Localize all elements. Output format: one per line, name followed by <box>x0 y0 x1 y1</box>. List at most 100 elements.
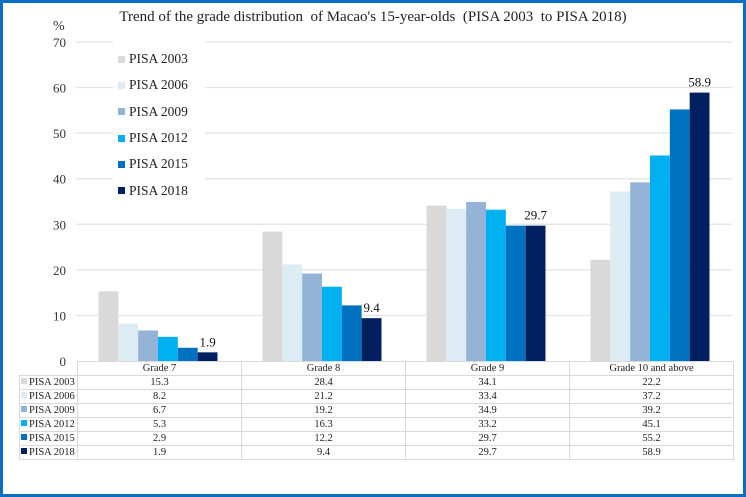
legend-swatch-icon <box>118 187 125 195</box>
legend-swatch-icon <box>118 160 125 168</box>
row-label: PISA 2006 <box>29 391 75 402</box>
bar <box>525 225 546 361</box>
bar <box>466 201 486 361</box>
data-table-cell: 33.2 <box>405 417 570 432</box>
data-table-column-header: Grade 7 <box>77 361 242 376</box>
data-table-cell: 39.2 <box>569 403 734 418</box>
legend-label: PISA 2006 <box>129 77 188 93</box>
row-swatch-icon <box>21 448 27 454</box>
data-table-cell: 58.9 <box>569 445 734 460</box>
legend-item: PISA 2015 <box>118 151 188 177</box>
data-table-row-header: PISA 2003 <box>19 375 78 390</box>
data-label: 58.9 <box>688 75 711 90</box>
data-table-cell: 34.1 <box>405 375 570 390</box>
bar <box>669 109 690 362</box>
data-table-cell: 37.2 <box>569 389 734 404</box>
chart-title: Trend of the grade distribution of Macao… <box>0 9 746 26</box>
data-table-row: PISA 2015 2.9 12.2 29.7 55.2 <box>19 431 734 446</box>
data-table-row: PISA 2009 6.7 19.2 34.9 39.2 <box>19 403 734 418</box>
legend-swatch-icon <box>118 81 125 89</box>
data-table: Grade 7 Grade 8 Grade 9 Grade 10 and above … <box>19 361 734 460</box>
bar <box>590 259 611 361</box>
legend-item: PISA 2003 <box>118 46 188 72</box>
data-table-cell: 19.2 <box>241 403 406 418</box>
y-tick-label: 50 <box>53 126 66 141</box>
bar <box>341 305 362 361</box>
data-table-column-header: Grade 10 and above <box>569 361 734 376</box>
bar <box>426 205 447 361</box>
legend-label: PISA 2012 <box>129 130 188 146</box>
data-table-cell: 12.2 <box>241 431 406 446</box>
row-label: PISA 2012 <box>29 419 75 430</box>
data-table-cell: 21.2 <box>241 389 406 404</box>
legend-item: PISA 2012 <box>118 125 188 151</box>
data-table-row-header: PISA 2012 <box>19 417 78 432</box>
data-labels: 1.9 9.4 29.7 58.9 <box>199 75 711 350</box>
data-table-cell: 5.3 <box>77 417 242 432</box>
data-table-cell: 8.2 <box>77 389 242 404</box>
bar <box>282 264 303 361</box>
bar <box>322 286 342 361</box>
bar <box>630 182 650 361</box>
bar <box>610 191 631 361</box>
row-swatch-icon <box>21 378 27 384</box>
bar <box>505 225 526 361</box>
data-label: 29.7 <box>524 208 547 223</box>
data-table-cell: 2.9 <box>77 431 242 446</box>
row-swatch-icon <box>21 392 27 398</box>
data-table-row: PISA 2006 8.2 21.2 33.4 37.2 <box>19 389 734 404</box>
bar <box>361 318 382 361</box>
y-tick-label: 10 <box>53 308 66 323</box>
legend-swatch-icon <box>118 55 125 63</box>
legend-item: PISA 2006 <box>118 72 188 98</box>
bar <box>138 330 158 361</box>
data-table-cell: 34.9 <box>405 403 570 418</box>
bar <box>650 155 670 361</box>
data-table-cell: 55.2 <box>569 431 734 446</box>
data-table-cell: 45.1 <box>569 417 734 432</box>
legend-swatch-icon <box>118 108 125 116</box>
row-swatch-icon <box>21 406 27 412</box>
data-table-cell: 1.9 <box>77 445 242 460</box>
legend-item: PISA 2018 <box>118 177 188 203</box>
chart-title-text: Trend of the grade distribution of Macao… <box>119 9 627 25</box>
row-swatch-icon <box>21 420 27 426</box>
bar <box>689 92 710 361</box>
data-table-cell: 29.7 <box>405 431 570 446</box>
data-table-row-header: PISA 2006 <box>19 389 78 404</box>
legend-item: PISA 2009 <box>118 99 188 125</box>
row-label: PISA 2003 <box>29 377 75 388</box>
data-table-header: Grade 7 Grade 8 Grade 9 Grade 10 and above <box>19 361 734 376</box>
legend-label: PISA 2015 <box>129 156 188 172</box>
bar <box>262 231 283 361</box>
row-label: PISA 2009 <box>29 405 75 416</box>
bar <box>302 273 322 361</box>
bar <box>118 323 139 361</box>
data-table-row: PISA 2018 1.9 9.4 29.7 58.9 <box>19 445 734 460</box>
data-label: 9.4 <box>363 300 380 315</box>
data-table-cell: 29.7 <box>405 445 570 460</box>
data-table-row-header: PISA 2018 <box>19 445 78 460</box>
y-tick-label: 60 <box>53 81 66 96</box>
data-table-cell: 16.3 <box>241 417 406 432</box>
data-table-row: PISA 2003 15.3 28.4 34.1 22.2 <box>19 375 734 390</box>
legend-label: PISA 2009 <box>129 103 188 119</box>
data-table-cell: 33.4 <box>405 389 570 404</box>
bar <box>486 209 506 361</box>
legend: PISA 2003 PISA 2006 PISA 2009 PISA 2012 PISA… <box>118 46 188 204</box>
data-table-cell: 9.4 <box>241 445 406 460</box>
data-label: 1.9 <box>199 334 215 349</box>
bar <box>158 336 178 361</box>
data-table-row-header: PISA 2015 <box>19 431 78 446</box>
data-table-row-header: PISA 2009 <box>19 403 78 418</box>
row-label: PISA 2015 <box>29 433 75 444</box>
data-table-cell: 6.7 <box>77 403 242 418</box>
bar <box>197 352 218 361</box>
y-tick-label: 40 <box>53 172 66 187</box>
data-table-column-header: Grade 8 <box>241 361 406 376</box>
data-table-cell: 15.3 <box>77 375 242 390</box>
data-table-row: PISA 2012 5.3 16.3 33.2 45.1 <box>19 417 734 432</box>
bar <box>177 347 198 361</box>
